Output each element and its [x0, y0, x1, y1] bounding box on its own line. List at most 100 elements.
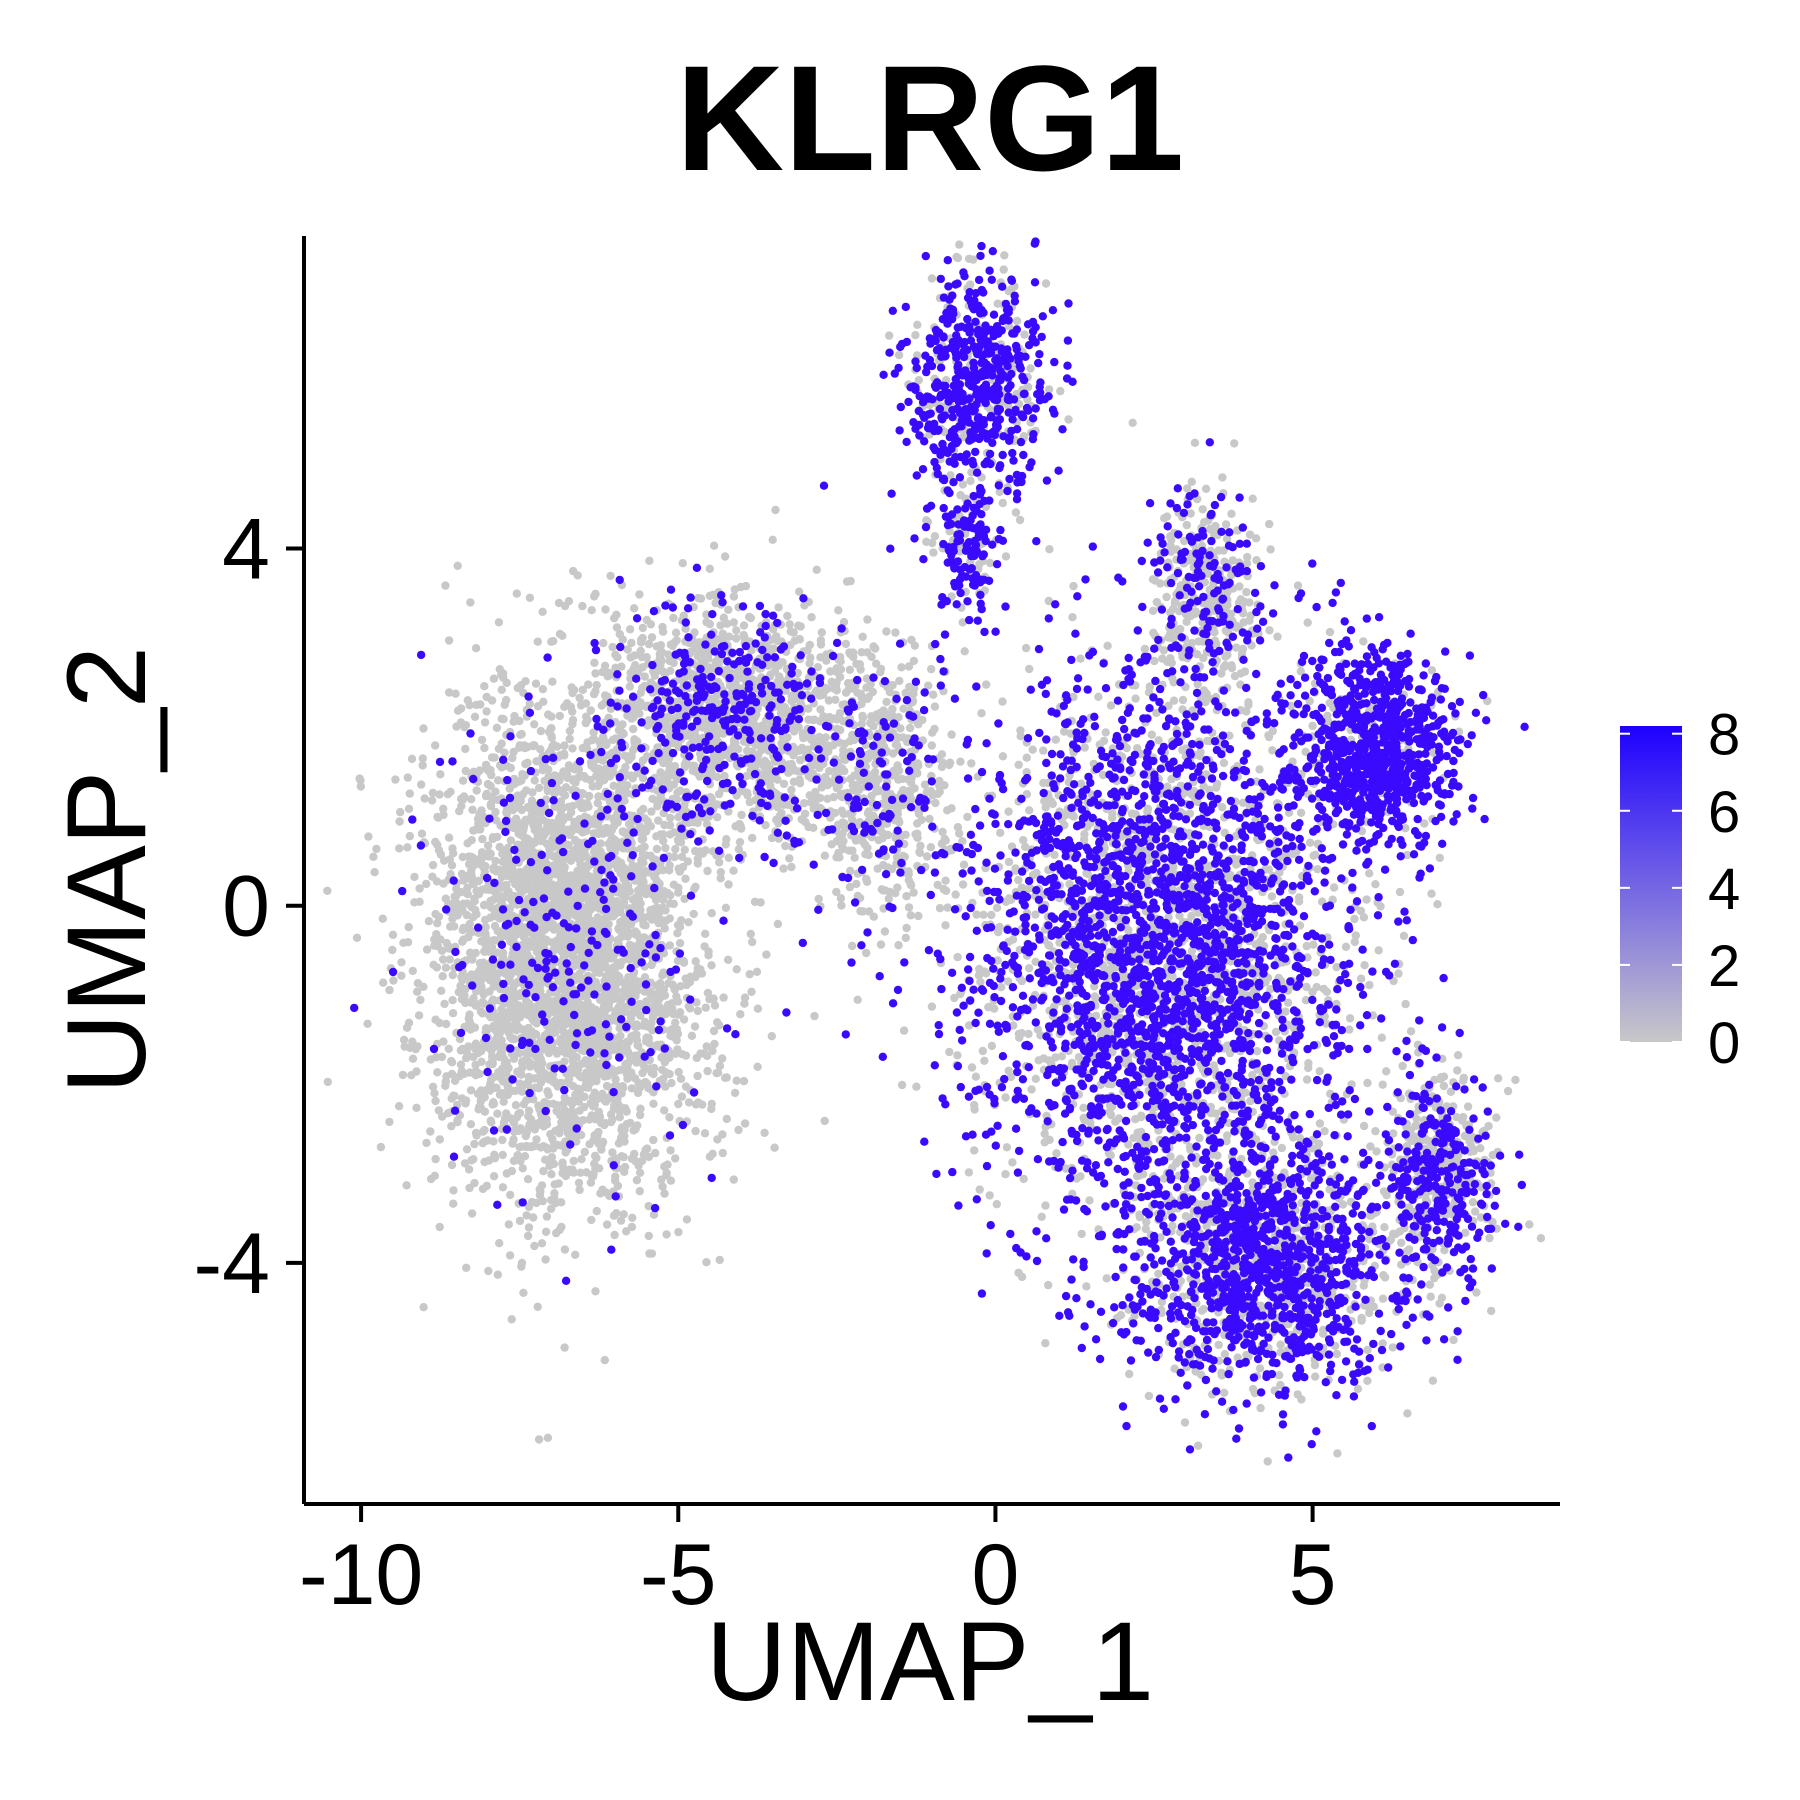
scatter-point	[564, 1074, 574, 1084]
scatter-point	[416, 995, 425, 1005]
scatter-point	[579, 876, 589, 885]
scatter-point	[492, 1083, 501, 1093]
scatter-point	[482, 692, 491, 702]
scatter-point	[459, 871, 468, 880]
scatter-point	[462, 899, 472, 908]
scatter-point	[601, 828, 611, 837]
scatter-point	[746, 613, 756, 623]
scatter-point	[447, 1069, 457, 1079]
scatter-point	[494, 1068, 503, 1077]
scatter-point	[506, 836, 516, 845]
scatter-point	[638, 834, 648, 843]
scatter-point	[701, 929, 710, 938]
scatter-point	[747, 987, 756, 996]
scatter-point	[501, 1013, 510, 1022]
scatter-point	[397, 971, 406, 980]
scatter-point	[742, 788, 752, 797]
scatter-point	[564, 1032, 574, 1042]
scatter-point	[724, 605, 733, 614]
scatter-point	[693, 1071, 702, 1081]
scatter-point	[404, 804, 414, 813]
scatter-point	[544, 1048, 554, 1058]
scatter-point	[619, 922, 628, 931]
scatter-point	[482, 789, 491, 799]
scatter-point	[690, 1022, 700, 1031]
scatter-point	[700, 1049, 709, 1058]
scatter-point	[510, 1034, 519, 1044]
scatter-point	[586, 1099, 595, 1108]
scatter-point	[660, 1106, 669, 1115]
scatter-point	[538, 685, 548, 694]
scatter-point	[678, 559, 687, 568]
scatter-point	[689, 762, 699, 771]
scatter-point	[590, 658, 599, 667]
scatter-point	[498, 894, 508, 903]
scatter-point	[729, 1175, 738, 1184]
scatter-point	[515, 1012, 525, 1022]
scatter-point	[556, 896, 565, 905]
scatter-point	[495, 842, 504, 852]
scatter-point	[572, 844, 582, 853]
scatter-point	[671, 1154, 680, 1163]
scatter-point	[608, 972, 618, 981]
scatter-point	[422, 945, 432, 954]
scatter-point	[466, 598, 475, 607]
scatter-point	[715, 1255, 724, 1265]
scatter-point	[529, 1006, 538, 1016]
scatter-point	[762, 950, 771, 959]
scatter-point	[703, 866, 712, 876]
scatter-point	[611, 1067, 621, 1076]
scatter-point	[673, 920, 683, 930]
scatter-point	[645, 556, 654, 565]
scatter-point	[632, 1176, 642, 1185]
scatter-point	[527, 1142, 536, 1152]
scatter-point	[488, 995, 498, 1004]
scatter-point	[602, 1081, 612, 1091]
scatter-point	[544, 710, 553, 719]
scatter-point	[618, 720, 627, 729]
scatter-point	[487, 1118, 496, 1127]
scatter-point	[737, 810, 746, 820]
scatter-point	[352, 933, 362, 942]
scatter-point	[635, 1187, 644, 1196]
scatter-point	[542, 1071, 551, 1080]
scatter-point	[531, 1074, 540, 1083]
scatter-point	[680, 760, 690, 769]
scatter-point	[591, 1287, 600, 1296]
scatter-point	[628, 772, 637, 781]
scatter-point	[630, 1149, 639, 1159]
scatter-point	[504, 1220, 513, 1229]
scatter-point	[704, 951, 713, 960]
scatter-point	[540, 1098, 549, 1107]
scatter-point	[480, 718, 490, 727]
scatter-point	[618, 730, 627, 739]
scatter-point	[527, 885, 536, 894]
scatter-point	[538, 607, 547, 616]
scatter-point	[723, 955, 733, 964]
scatter-point	[515, 1079, 524, 1088]
scatter-point	[585, 1115, 594, 1124]
scatter-point	[629, 713, 638, 722]
scatter-point	[395, 844, 404, 853]
scatter-point	[491, 912, 500, 921]
scatter-point	[632, 1058, 641, 1067]
scatter-point	[601, 1119, 610, 1128]
scatter-point	[816, 653, 825, 662]
scatter-point	[523, 1231, 533, 1241]
scatter-point	[462, 1145, 472, 1154]
scatter-point	[547, 920, 556, 929]
scatter-point	[547, 724, 556, 733]
scatter-point	[518, 874, 527, 883]
scatter-point	[436, 770, 445, 779]
scatter-point	[467, 866, 476, 875]
scatter-point	[481, 941, 491, 950]
scatter-point	[470, 1139, 479, 1149]
scatter-point	[486, 896, 495, 906]
scatter-point	[529, 799, 538, 809]
scatter-point	[590, 895, 599, 904]
scatter-point	[627, 941, 637, 951]
scatter-point	[403, 773, 412, 782]
scatter-point	[659, 830, 668, 839]
scatter-point	[718, 1054, 727, 1063]
scatter-point	[480, 743, 489, 753]
